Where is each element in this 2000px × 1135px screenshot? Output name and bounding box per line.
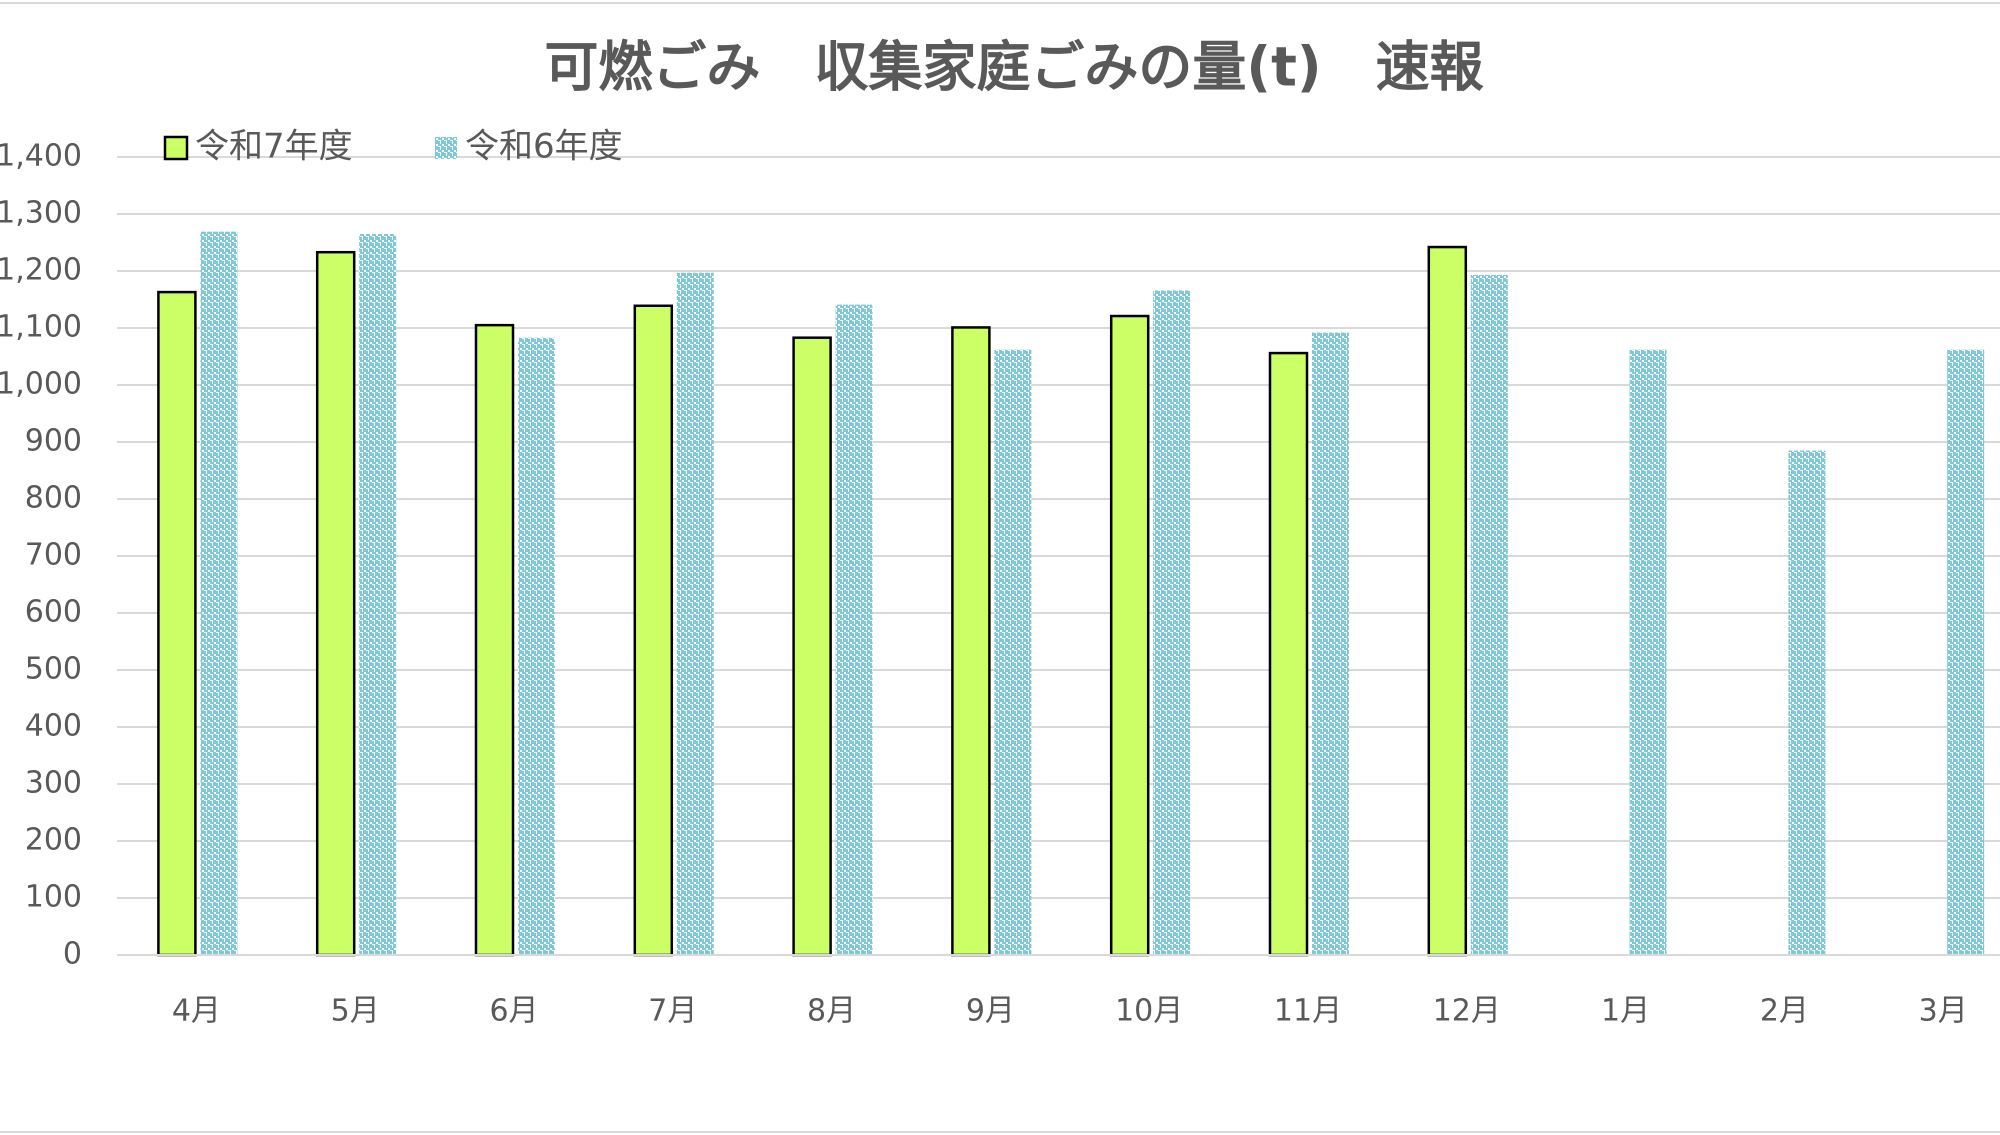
y-tick-label: 100 (25, 880, 82, 915)
y-tick-label: 400 (25, 709, 82, 744)
x-tick-label: 3月 (1919, 994, 1968, 1029)
chart-title: 可燃ごみ 収集家庭ごみの量(t) 速報 (544, 36, 1483, 99)
bar (994, 349, 1032, 955)
x-tick-label: 11月 (1274, 994, 1342, 1029)
bar (315, 250, 356, 957)
x-tick-label: 5月 (331, 994, 380, 1029)
bar (1629, 349, 1667, 955)
bar (518, 337, 555, 955)
bar (200, 231, 238, 956)
bar (951, 326, 991, 957)
bar (1312, 332, 1349, 955)
bar (359, 233, 397, 955)
bar (835, 304, 873, 955)
y-tick-label: 700 (25, 538, 82, 573)
bar (676, 272, 714, 956)
bar (1109, 314, 1150, 957)
y-tick-label: 900 (25, 424, 82, 459)
bar (157, 290, 197, 957)
bar (1788, 450, 1826, 955)
y-tick-label: 1,200 (0, 253, 82, 288)
y-tick-label: 1,000 (0, 367, 82, 402)
x-tick-label: 1月 (1601, 994, 1650, 1029)
y-tick-label: 800 (25, 481, 82, 516)
bar (1153, 290, 1191, 955)
y-tick-label: 200 (25, 823, 82, 858)
y-tick-label: 600 (25, 595, 82, 630)
bar (474, 323, 515, 957)
x-tick-label: 2月 (1760, 994, 1809, 1029)
x-tick-label: 8月 (807, 994, 856, 1029)
x-tick-label: 4月 (172, 994, 221, 1029)
bar (1470, 274, 1508, 955)
bar (633, 304, 674, 957)
bar (1268, 351, 1309, 957)
x-tick-label: 12月 (1433, 994, 1501, 1029)
legend-label: 令和7年度 (195, 127, 353, 167)
x-tick-label: 7月 (648, 994, 697, 1029)
x-tick-label: 10月 (1115, 994, 1183, 1029)
y-tick-label: 1,400 (0, 139, 82, 174)
y-tick-label: 0 (63, 937, 82, 972)
y-tick-label: 1,300 (0, 196, 82, 231)
y-tick-label: 300 (25, 766, 82, 801)
bar (792, 336, 832, 957)
x-tick-label: 9月 (966, 994, 1015, 1029)
x-tick-label: 6月 (489, 994, 538, 1029)
legend-swatch (435, 137, 457, 159)
legend-swatch (163, 135, 189, 161)
y-tick-label: 1,100 (0, 310, 82, 345)
bar (1427, 245, 1468, 957)
y-tick-label: 500 (25, 652, 82, 687)
bar (1947, 349, 1985, 955)
legend-label: 令和6年度 (465, 127, 623, 167)
